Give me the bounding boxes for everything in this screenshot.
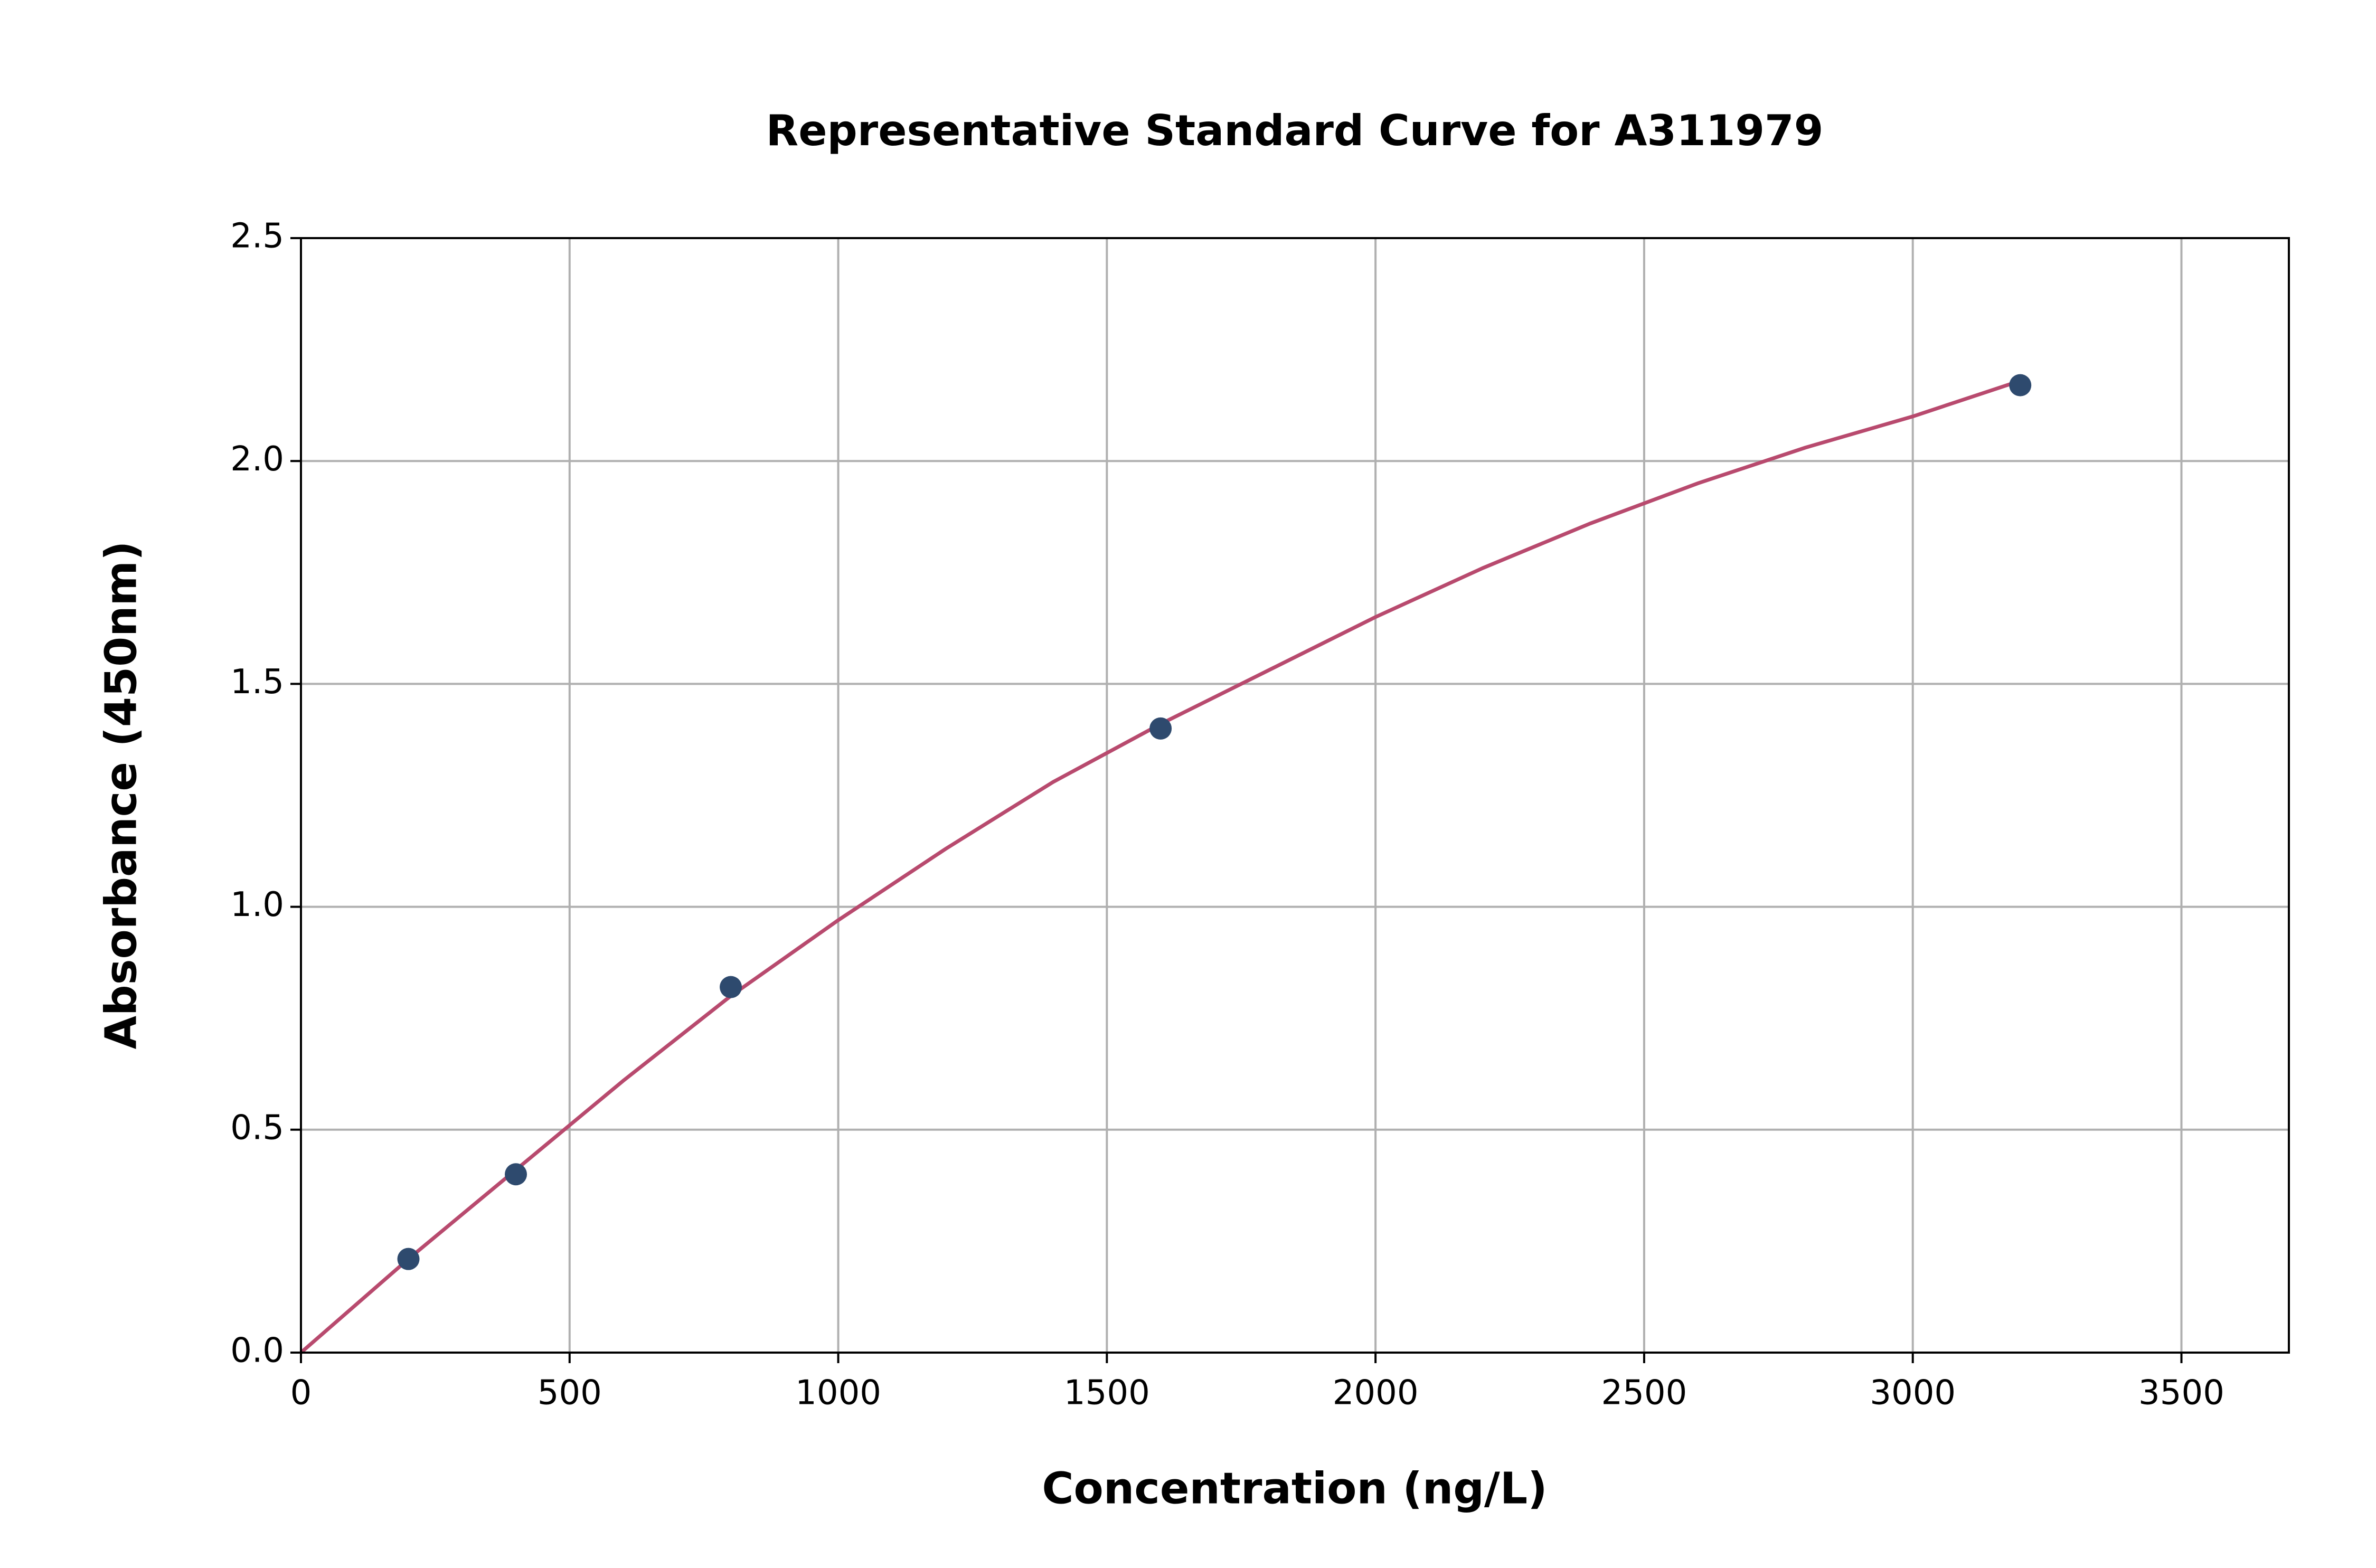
data-point [720, 976, 742, 998]
y-tick-label: 1.0 [230, 885, 284, 924]
x-tick-label: 500 [538, 1374, 602, 1413]
x-axis-label: Concentration (ng/L) [1042, 1463, 1547, 1514]
data-point [397, 1248, 420, 1270]
x-tick-label: 2500 [1601, 1374, 1687, 1413]
data-point [2009, 374, 2032, 396]
chart-title: Representative Standard Curve for A31197… [766, 106, 1824, 155]
data-point [1149, 717, 1172, 740]
x-tick-label: 1000 [795, 1374, 881, 1413]
y-tick-label: 2.0 [230, 440, 284, 479]
plot-frame [300, 237, 2290, 1354]
y-tick-label: 0.0 [230, 1331, 284, 1371]
y-tick-label: 1.5 [230, 663, 284, 702]
x-tick-label: 0 [290, 1374, 312, 1413]
data-point [505, 1163, 527, 1186]
y-tick-label: 0.5 [230, 1108, 284, 1147]
x-tick-label: 3500 [2138, 1374, 2224, 1413]
y-axis-label: Absorbance (450nm) [96, 541, 146, 1050]
x-tick-label: 2000 [1333, 1374, 1419, 1413]
x-tick-label: 3000 [1870, 1374, 1956, 1413]
x-tick-label: 1500 [1064, 1374, 1150, 1413]
y-tick-label: 2.5 [230, 217, 284, 256]
